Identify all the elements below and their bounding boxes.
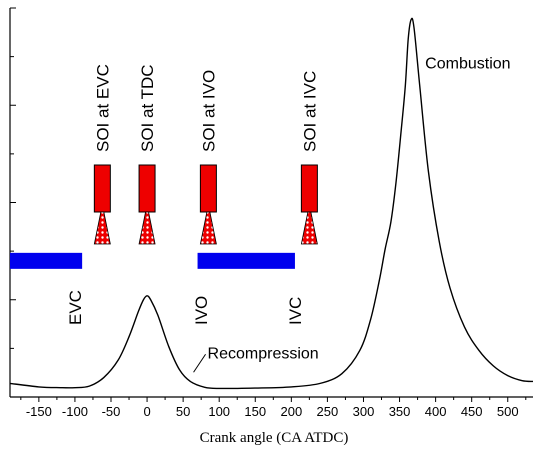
labels: EVC IVO IVC [66, 290, 305, 325]
injection-label: SOI at IVO [199, 70, 218, 152]
x-tick-label: 50 [176, 404, 190, 419]
recompression-leader-line [193, 353, 206, 373]
injector [138, 164, 156, 245]
x-tick-label: 450 [461, 404, 483, 419]
x-tick-label: -100 [62, 404, 88, 419]
injectors: SOI at EVC SOI at TDC SOI at IVO SOI at IVC [93, 64, 319, 245]
x-tick-label: 0 [143, 404, 150, 419]
x-tick-label: 200 [280, 404, 302, 419]
injector-body [138, 164, 156, 213]
valve-open-bar [10, 252, 83, 269]
x-tick-label: 400 [425, 404, 447, 419]
injection-label: SOI at EVC [93, 64, 112, 152]
injection-label: SOI at TDC [138, 64, 157, 152]
x-tick-label: -50 [102, 404, 121, 419]
x-tick-label: 350 [389, 404, 411, 419]
valve-event-label: IVC [286, 297, 305, 325]
x-tick-label: 250 [317, 404, 339, 419]
axes: -150 -100 -50 0 50 100 150 200 250 300 350 400 450 50… [9, 7, 533, 419]
recompression-annotation: Recompression [208, 345, 319, 362]
spray-cone [199, 211, 217, 245]
injector-body [93, 164, 111, 213]
combustion-annotation: Combustion [425, 55, 510, 72]
x-tick-label: 300 [353, 404, 375, 419]
injection-label: SOI at IVC [300, 71, 319, 152]
valve-open-bar [197, 252, 295, 269]
x-axis-label: Crank angle (CA ATDC) [200, 430, 349, 446]
x-tick-label: 150 [244, 404, 266, 419]
injector [300, 164, 318, 245]
valve-open-bars [10, 252, 295, 269]
spray-cone [300, 211, 318, 245]
valve-event-label: EVC [66, 290, 85, 325]
injector-body [300, 164, 318, 213]
injector-body [199, 164, 217, 213]
x-tick-label: -150 [26, 404, 52, 419]
injector [93, 164, 111, 245]
valve-event-label: IVO [192, 296, 211, 325]
spray-cone [93, 211, 111, 245]
x-tick-label: 500 [497, 404, 519, 419]
pressure-curve [9, 17, 533, 390]
injector [199, 164, 217, 245]
spray-cone [138, 211, 156, 245]
x-tick-label: 100 [208, 404, 230, 419]
